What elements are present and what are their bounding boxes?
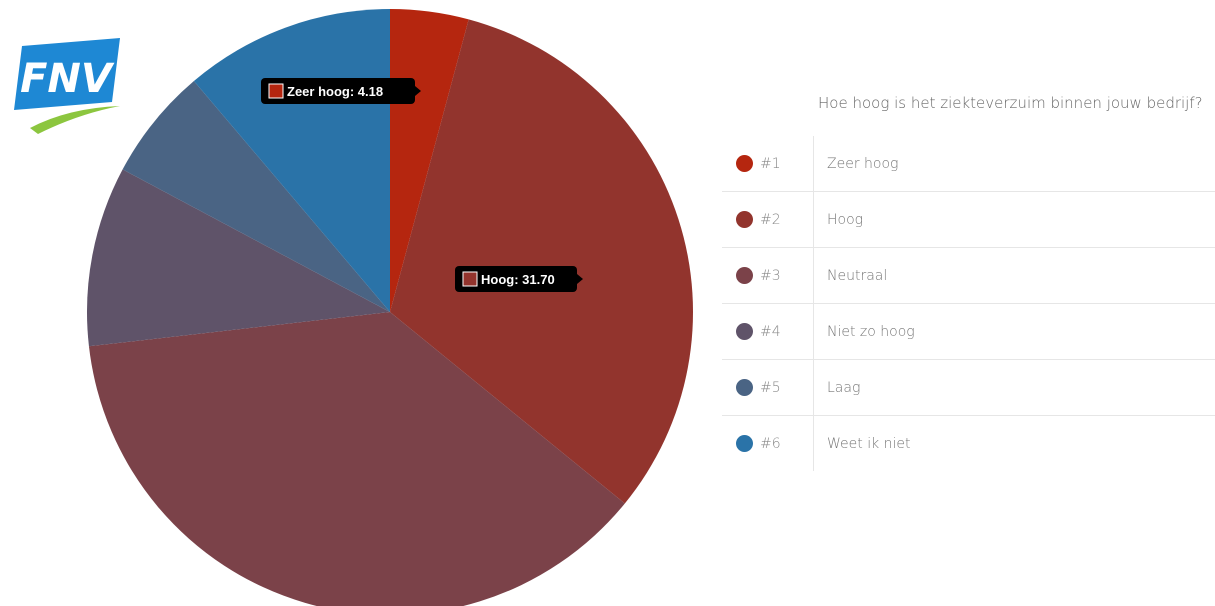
legend-color-dot xyxy=(736,155,753,172)
pie-slice-hoog[interactable] xyxy=(390,19,694,504)
pie-chart: Zeer hoog: 4.18 Hoog: 31.70 xyxy=(86,9,694,606)
legend-color-dot xyxy=(736,267,753,284)
tooltip-hoog: Hoog: 31.70 xyxy=(455,266,583,292)
pie-slice-neutraal[interactable] xyxy=(88,312,625,606)
legend-row[interactable]: #4 Niet zo hoog xyxy=(722,304,1215,360)
logo-text: FNV xyxy=(20,56,115,102)
legend-label: Laag xyxy=(827,379,861,396)
legend-label: Zeer hoog xyxy=(827,155,899,172)
legend-label: Hoog xyxy=(827,211,864,228)
legend-row[interactable]: #1 Zeer hoog xyxy=(722,136,1215,192)
legend-rank: #6 xyxy=(760,435,781,452)
legend-key: #5 xyxy=(722,360,814,415)
legend-row[interactable]: #3 Neutraal xyxy=(722,248,1215,304)
tooltip-text: Zeer hoog: 4.18 xyxy=(287,84,383,99)
legend-title: Hoe hoog is het ziekteverzuim binnen jou… xyxy=(818,94,1203,112)
legend-key: #3 xyxy=(722,248,814,303)
legend-rank: #4 xyxy=(760,323,781,340)
legend-key: #4 xyxy=(722,304,814,359)
legend-row[interactable]: #5 Laag xyxy=(722,360,1215,416)
legend-label: Neutraal xyxy=(827,267,888,284)
legend-key: #1 xyxy=(722,136,814,191)
legend-row[interactable]: #2 Hoog xyxy=(722,192,1215,248)
legend-rank: #3 xyxy=(760,267,781,284)
legend-color-dot xyxy=(736,379,753,396)
legend-label: Niet zo hoog xyxy=(827,323,915,340)
legend-color-dot xyxy=(736,211,753,228)
legend-rank: #2 xyxy=(760,211,781,228)
fnv-logo: FNV xyxy=(14,38,120,134)
legend-rank: #5 xyxy=(760,379,781,396)
legend-color-dot xyxy=(736,435,753,452)
legend-label: Weet ik niet xyxy=(827,435,911,452)
legend-color-dot xyxy=(736,323,753,340)
tooltip-text: Hoog: 31.70 xyxy=(481,272,555,287)
pie-slice-laag[interactable] xyxy=(122,81,390,312)
legend: Hoe hoog is het ziekteverzuim binnen jou… xyxy=(722,86,1215,471)
legend-rank: #1 xyxy=(760,155,781,172)
legend-key: #2 xyxy=(722,192,814,247)
tooltip-zeer-hoog: Zeer hoog: 4.18 xyxy=(261,78,421,104)
pie-slice-niet-zo-hoog[interactable] xyxy=(86,169,390,347)
legend-row[interactable]: #6 Weet ik niet xyxy=(722,416,1215,471)
legend-key: #6 xyxy=(722,416,814,471)
